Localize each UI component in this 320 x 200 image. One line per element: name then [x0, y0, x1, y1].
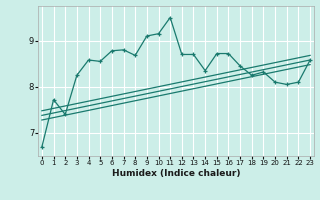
X-axis label: Humidex (Indice chaleur): Humidex (Indice chaleur) [112, 169, 240, 178]
